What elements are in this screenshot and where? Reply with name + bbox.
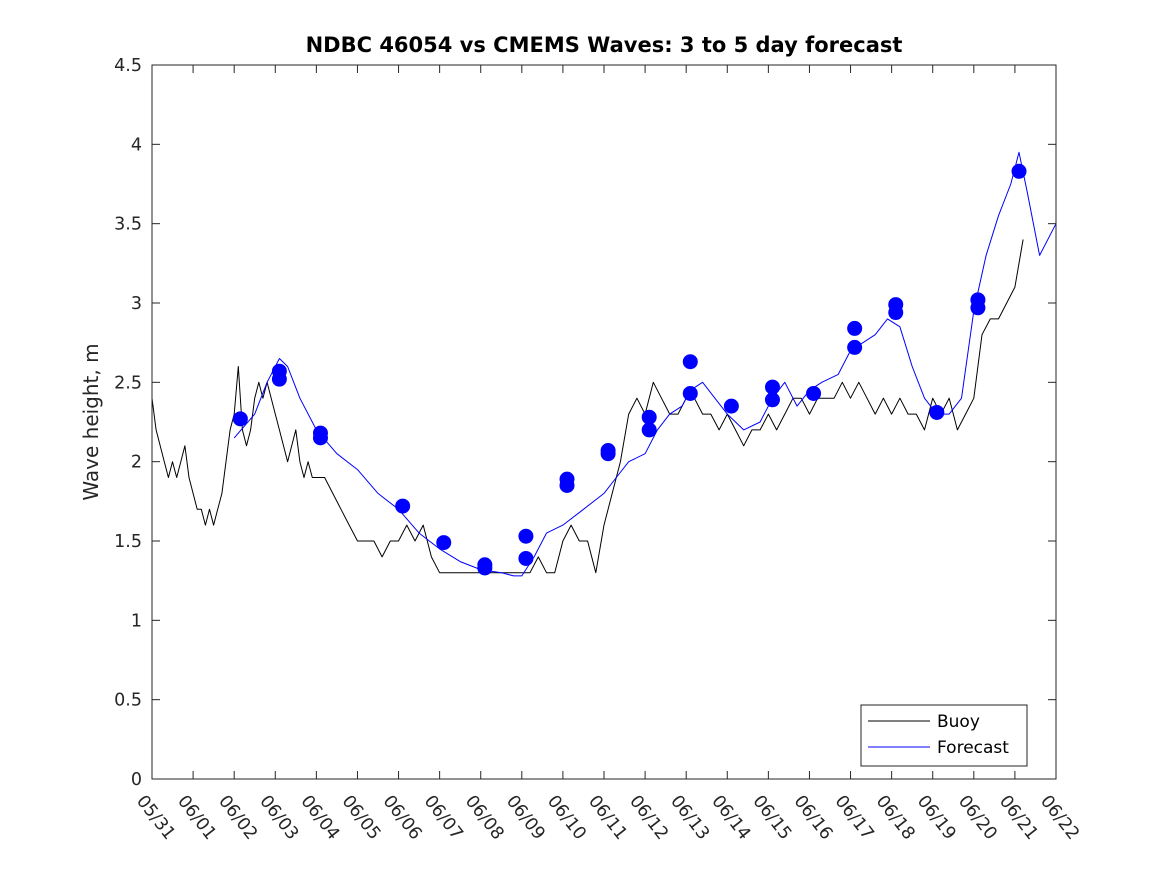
y-tick-label: 2 xyxy=(131,453,142,473)
forecast-point-marker xyxy=(518,550,534,566)
forecast-point-marker xyxy=(1011,163,1027,179)
y-tick-label: 3 xyxy=(131,294,142,314)
forecast-point-marker xyxy=(929,404,945,420)
forecast-point-marker xyxy=(436,535,452,551)
legend-forecast-label: Forecast xyxy=(937,738,1009,758)
y-tick-label: 1.5 xyxy=(114,532,142,552)
forecast-point-marker xyxy=(518,528,534,544)
y-tick-label: 1 xyxy=(131,611,142,631)
forecast-point-marker xyxy=(559,477,575,493)
y-tick-label: 3.5 xyxy=(114,215,142,235)
forecast-point-marker xyxy=(682,354,698,370)
forecast-point-marker xyxy=(847,320,863,336)
forecast-point-marker xyxy=(477,560,493,576)
y-axis-label: Wave height, m xyxy=(79,343,103,500)
plot-area xyxy=(152,65,1056,779)
legend-box xyxy=(860,704,1028,767)
buoy-series-line xyxy=(151,239,1024,574)
legend: Buoy Forecast xyxy=(860,704,1028,767)
forecast-point-marker xyxy=(764,392,780,408)
forecast-point-marker xyxy=(723,398,739,414)
forecast-point-marker xyxy=(970,300,986,316)
y-tick-label: 2.5 xyxy=(114,373,142,393)
legend-buoy-label: Buoy xyxy=(937,712,980,732)
y-axis: 0 0.5 1 1.5 2 2.5 3 3.5 4 4.5 xyxy=(114,56,1056,790)
forecast-point-marker xyxy=(600,446,616,462)
forecast-point-marker xyxy=(888,305,904,321)
forecast-point-marker xyxy=(395,498,411,514)
forecast-point-marker xyxy=(312,430,328,446)
forecast-point-marker xyxy=(641,409,657,425)
forecast-point-marker xyxy=(641,422,657,438)
y-tick-label: 0 xyxy=(131,770,142,790)
forecast-point-marker xyxy=(271,371,287,387)
forecast-point-marker xyxy=(232,411,248,427)
y-tick-label: 4.5 xyxy=(114,56,142,76)
chart-title: NDBC 46054 vs CMEMS Waves: 3 to 5 day fo… xyxy=(306,33,903,57)
forecast-point-marker xyxy=(764,379,780,395)
forecast-point-marker xyxy=(806,385,822,401)
forecast-point-marker xyxy=(682,385,698,401)
y-tick-label: 4 xyxy=(131,135,142,155)
data-layer xyxy=(151,151,1057,577)
y-tick-label: 0.5 xyxy=(114,691,142,711)
forecast-point-marker xyxy=(847,339,863,355)
